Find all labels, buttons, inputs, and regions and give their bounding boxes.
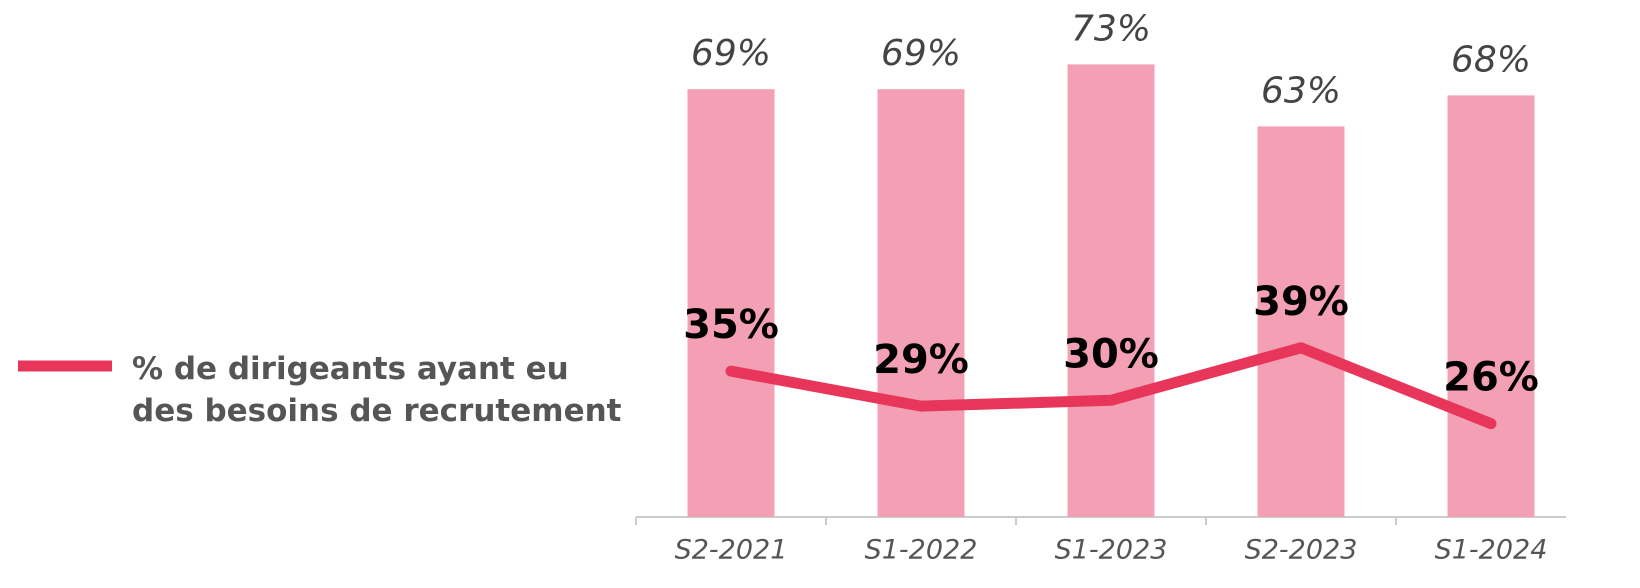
- bar-value-label: 73%: [1071, 8, 1151, 49]
- bar-value-label: 69%: [691, 33, 771, 74]
- x-tick-label: S1-2022: [865, 535, 978, 566]
- bar: [1447, 95, 1535, 518]
- x-tick-label: S2-2021: [675, 535, 788, 566]
- line-value-label: 35%: [683, 302, 779, 348]
- x-tick-label: S1-2024: [1435, 535, 1548, 566]
- line-value-label: 30%: [1063, 331, 1159, 377]
- x-tick-label: S2-2023: [1245, 535, 1358, 566]
- line-value-label: 26%: [1443, 355, 1539, 401]
- bar-value-label: 69%: [881, 33, 961, 74]
- bar: [687, 89, 775, 517]
- bar-value-label: 68%: [1451, 39, 1531, 80]
- bar: [1067, 64, 1155, 518]
- x-tick-label: S1-2023: [1055, 535, 1168, 566]
- bar: [1257, 126, 1345, 518]
- bar: [877, 89, 965, 517]
- bar-value-label: 63%: [1261, 70, 1341, 111]
- line-value-label: 39%: [1253, 279, 1349, 325]
- line-value-label: 29%: [873, 337, 969, 383]
- line: [725, 342, 1497, 430]
- legend-label: % de dirigeants ayant eu des besoins de …: [132, 351, 622, 429]
